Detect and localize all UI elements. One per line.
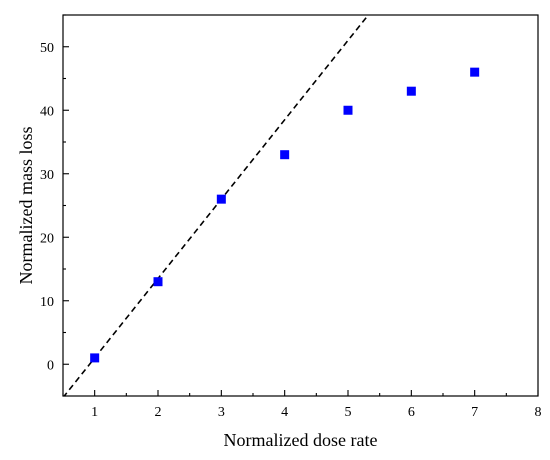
data-point: [470, 67, 480, 77]
x-tick-label: 3: [218, 405, 225, 420]
data-points: [90, 67, 480, 363]
data-point: [343, 105, 353, 115]
x-tick-label: 1: [91, 405, 98, 420]
x-tick-label: 4: [281, 405, 288, 420]
x-axis-label: Normalized dose rate: [224, 430, 378, 450]
data-point: [153, 277, 163, 287]
data-point: [406, 86, 416, 96]
y-tick-label: 30: [40, 168, 54, 183]
y-tick-label: 10: [40, 295, 54, 310]
x-tick-label: 2: [155, 405, 162, 420]
data-point: [216, 194, 226, 204]
axes: 1 2 3 4 5 6 7 8 0 10 20 30 40 50: [40, 14, 542, 420]
plot-frame: [62, 14, 539, 397]
reference-line: [63, 15, 369, 396]
x-tick-label: 5: [345, 405, 352, 420]
y-axis-label: Normalized mass loss: [16, 127, 36, 285]
y-tick-label: 50: [40, 41, 54, 56]
data-point: [90, 353, 100, 363]
x-tick-label: 6: [408, 405, 415, 420]
data-point: [280, 150, 290, 160]
y-tick-label: 40: [40, 104, 54, 119]
y-tick-label: 0: [47, 358, 54, 373]
y-tick-label: 20: [40, 231, 54, 246]
x-tick-label: 8: [535, 405, 542, 420]
x-tick-label: 7: [471, 405, 478, 420]
reference-line-group: [63, 15, 369, 396]
